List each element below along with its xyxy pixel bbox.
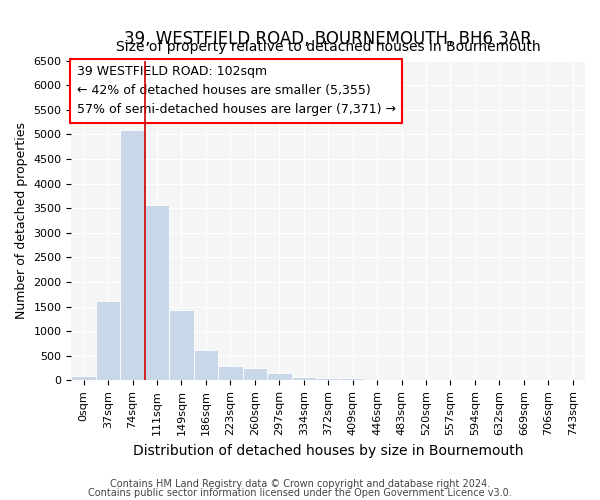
Text: Contains HM Land Registry data © Crown copyright and database right 2024.: Contains HM Land Registry data © Crown c… <box>110 479 490 489</box>
X-axis label: Distribution of detached houses by size in Bournemouth: Distribution of detached houses by size … <box>133 444 523 458</box>
Bar <box>340 378 365 380</box>
Bar <box>267 374 292 380</box>
Bar <box>169 310 194 380</box>
Bar <box>71 376 96 380</box>
Bar <box>121 130 145 380</box>
Bar <box>292 377 316 380</box>
Bar <box>194 350 218 380</box>
Bar <box>96 300 121 380</box>
Bar <box>242 368 267 380</box>
Bar <box>316 378 340 380</box>
Bar <box>145 205 169 380</box>
Bar <box>218 366 242 380</box>
Text: 39 WESTFIELD ROAD: 102sqm
← 42% of detached houses are smaller (5,355)
57% of se: 39 WESTFIELD ROAD: 102sqm ← 42% of detac… <box>77 66 395 116</box>
Text: Size of property relative to detached houses in Bournemouth: Size of property relative to detached ho… <box>116 40 541 54</box>
Text: Contains public sector information licensed under the Open Government Licence v3: Contains public sector information licen… <box>88 488 512 498</box>
Y-axis label: Number of detached properties: Number of detached properties <box>15 122 28 319</box>
Title: 39, WESTFIELD ROAD, BOURNEMOUTH, BH6 3AR: 39, WESTFIELD ROAD, BOURNEMOUTH, BH6 3AR <box>124 30 532 48</box>
